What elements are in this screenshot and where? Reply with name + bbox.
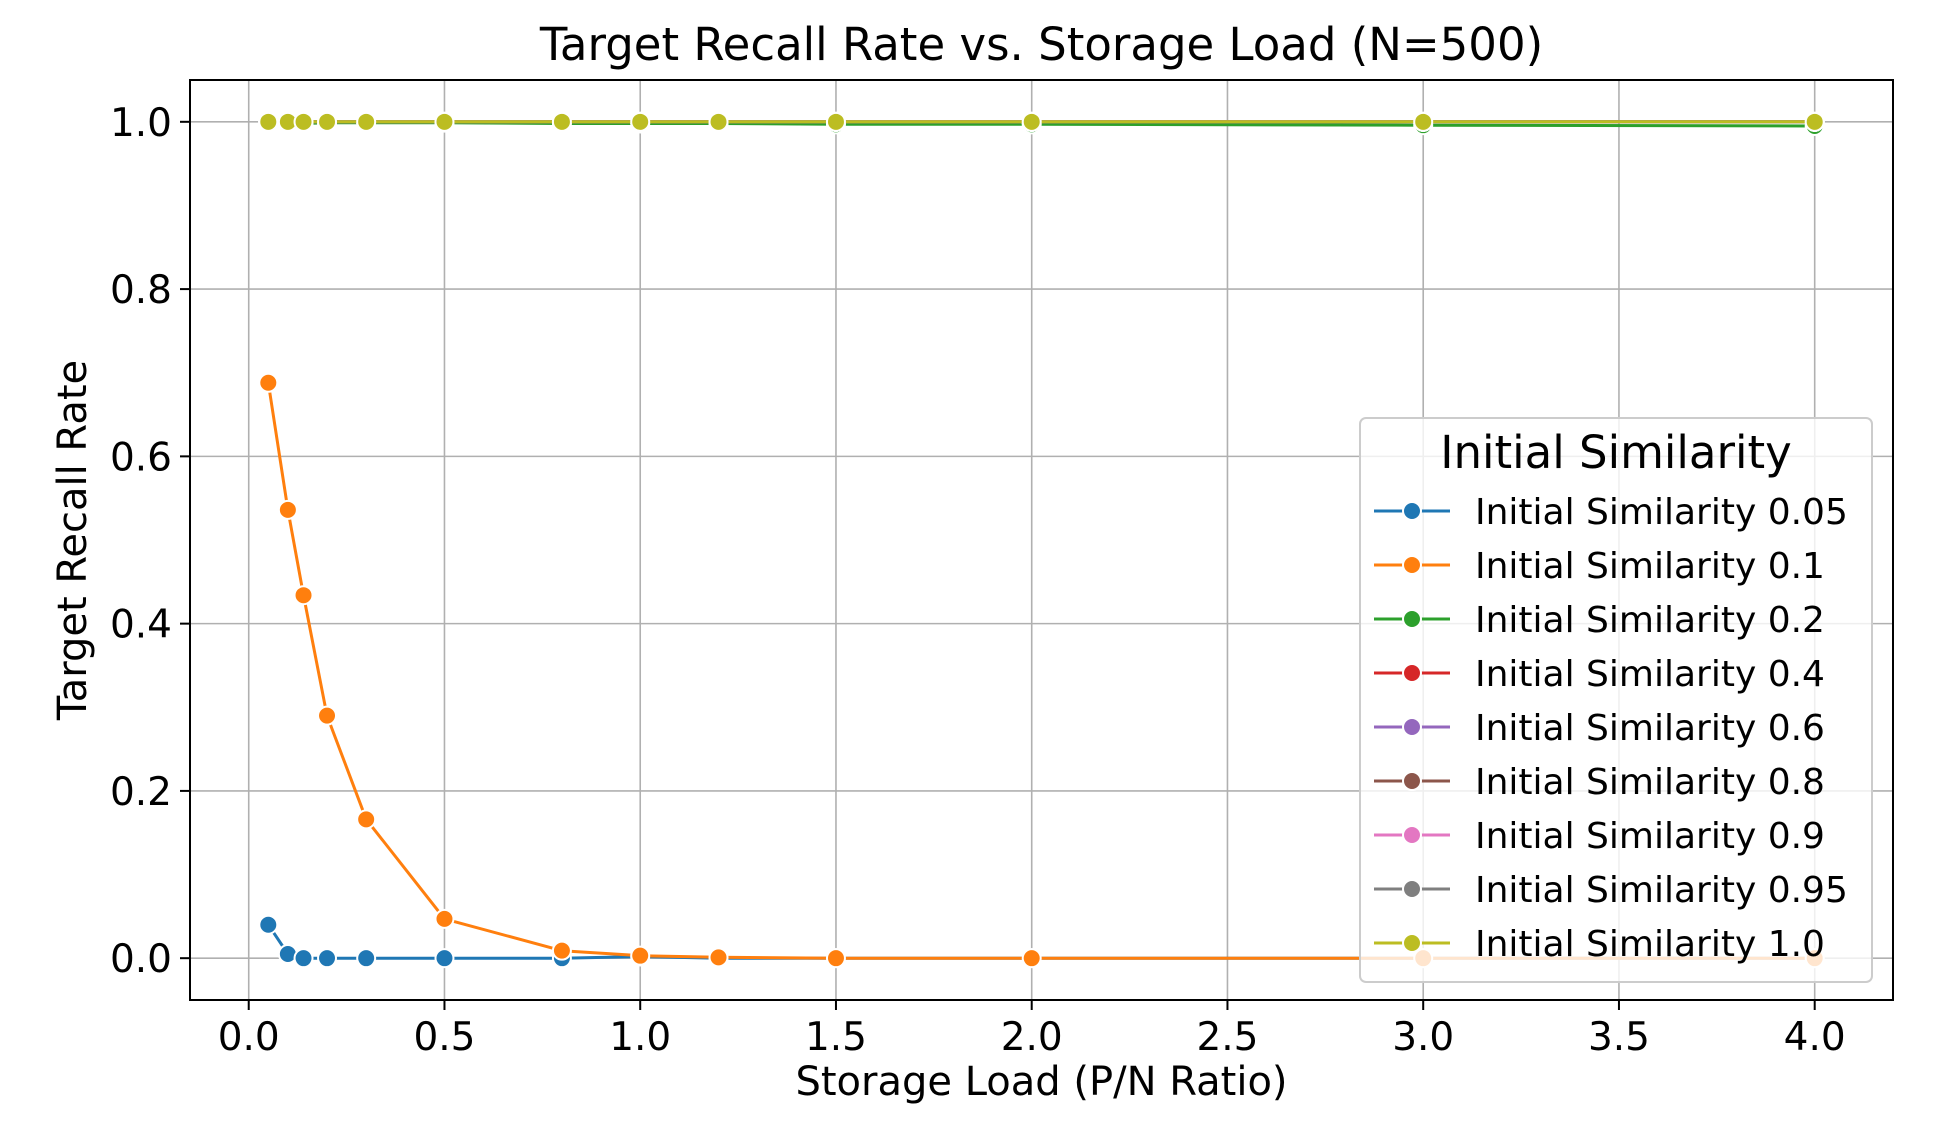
x-tick-label: 0.5 [413, 1015, 475, 1060]
y-axis-label: Target Recall Rate [50, 360, 96, 721]
legend-swatch-marker [1402, 501, 1422, 521]
legend-label: Initial Similarity 1.0 [1475, 924, 1825, 965]
legend-swatch-marker [1402, 879, 1422, 899]
x-tick-label: 3.0 [1392, 1015, 1454, 1060]
data-point [630, 111, 651, 132]
chart-title: Target Recall Rate vs. Storage Load (N=5… [539, 18, 1543, 71]
data-point [1021, 111, 1042, 132]
data-point [1021, 948, 1042, 969]
legend-swatch-marker [1402, 717, 1422, 737]
legend-swatch-marker [1402, 933, 1422, 953]
x-tick-label: 2.0 [1001, 1015, 1063, 1060]
legend-swatch-marker [1402, 609, 1422, 629]
data-point [825, 948, 846, 969]
x-tick-label: 1.5 [805, 1015, 867, 1060]
legend-label: Initial Similarity 0.2 [1475, 600, 1825, 641]
data-point [434, 111, 455, 132]
legend-entry: Initial Similarity 0.6 [1374, 708, 1825, 749]
y-tick-label: 0.0 [110, 937, 172, 982]
data-point [317, 705, 338, 726]
legend-label: Initial Similarity 0.6 [1475, 708, 1825, 749]
x-tick-label: 1.0 [609, 1015, 671, 1060]
legend-swatch-marker [1402, 663, 1422, 683]
data-point [293, 111, 314, 132]
data-point [317, 111, 338, 132]
legend-entry: Initial Similarity 0.05 [1374, 492, 1848, 533]
legend-entry: Initial Similarity 0.8 [1374, 762, 1825, 803]
legend-label: Initial Similarity 0.1 [1475, 546, 1825, 587]
legend-title: Initial Similarity [1440, 426, 1792, 479]
data-point [551, 940, 572, 961]
legend-entry: Initial Similarity 0.2 [1374, 600, 1825, 641]
x-tick-label: 4.0 [1784, 1015, 1846, 1060]
series-layer [258, 111, 1825, 969]
data-point [293, 948, 314, 969]
data-point [277, 499, 298, 520]
data-point [1804, 111, 1825, 132]
x-tick-label: 2.5 [1196, 1015, 1258, 1060]
legend-label: Initial Similarity 0.4 [1475, 654, 1825, 695]
data-point [825, 111, 846, 132]
y-tick-label: 0.4 [110, 603, 172, 648]
legend-entry: Initial Similarity 0.4 [1374, 654, 1825, 695]
data-point [258, 914, 279, 935]
data-point [356, 809, 377, 830]
legend-box [1359, 417, 1873, 983]
series-9 [258, 111, 1825, 132]
data-point [434, 908, 455, 929]
data-point [258, 111, 279, 132]
legend-label: Initial Similarity 0.95 [1475, 870, 1848, 911]
y-tick-label: 0.2 [110, 770, 172, 815]
x-axis-label: Storage Load (P/N Ratio) [795, 1059, 1287, 1105]
data-point [317, 948, 338, 969]
data-point [434, 948, 455, 969]
legend-entry: Initial Similarity 1.0 [1374, 924, 1825, 965]
legend-label: Initial Similarity 0.8 [1475, 762, 1825, 803]
y-tick-label: 0.6 [110, 435, 172, 480]
data-point [551, 111, 572, 132]
legend-entry: Initial Similarity 0.95 [1374, 870, 1848, 911]
data-point [630, 945, 651, 966]
ticks: 0.0 0.5 1.0 1.5 2.0 2.5 3.0 3.5 4.0 0.0 0.2 0.4 0.6 0… [110, 101, 1846, 1060]
y-tick-label: 1.0 [110, 101, 172, 146]
data-point [293, 585, 314, 606]
legend-swatch-marker [1402, 771, 1422, 791]
x-tick-label: 0.0 [218, 1015, 280, 1060]
legend-label: Initial Similarity 0.9 [1475, 816, 1825, 857]
y-tick-label: 0.8 [110, 268, 172, 313]
legend: Initial Similarity Initial Similarity 0.… [1359, 417, 1873, 983]
legend-label: Initial Similarity 0.05 [1475, 492, 1848, 533]
legend-entry: Initial Similarity 0.1 [1374, 546, 1825, 587]
data-point [356, 948, 377, 969]
data-point [708, 947, 729, 968]
data-point [258, 372, 279, 393]
data-point [1413, 111, 1434, 132]
data-point [708, 111, 729, 132]
legend-swatch-marker [1402, 555, 1422, 575]
legend-entries: Initial Similarity 0.05 Initial Similarit… [1374, 492, 1848, 965]
legend-swatch-marker [1402, 825, 1422, 845]
legend-entry: Initial Similarity 0.9 [1374, 816, 1825, 857]
x-tick-label: 3.5 [1588, 1015, 1650, 1060]
plot-frame [189, 79, 1894, 1001]
data-point [356, 111, 377, 132]
